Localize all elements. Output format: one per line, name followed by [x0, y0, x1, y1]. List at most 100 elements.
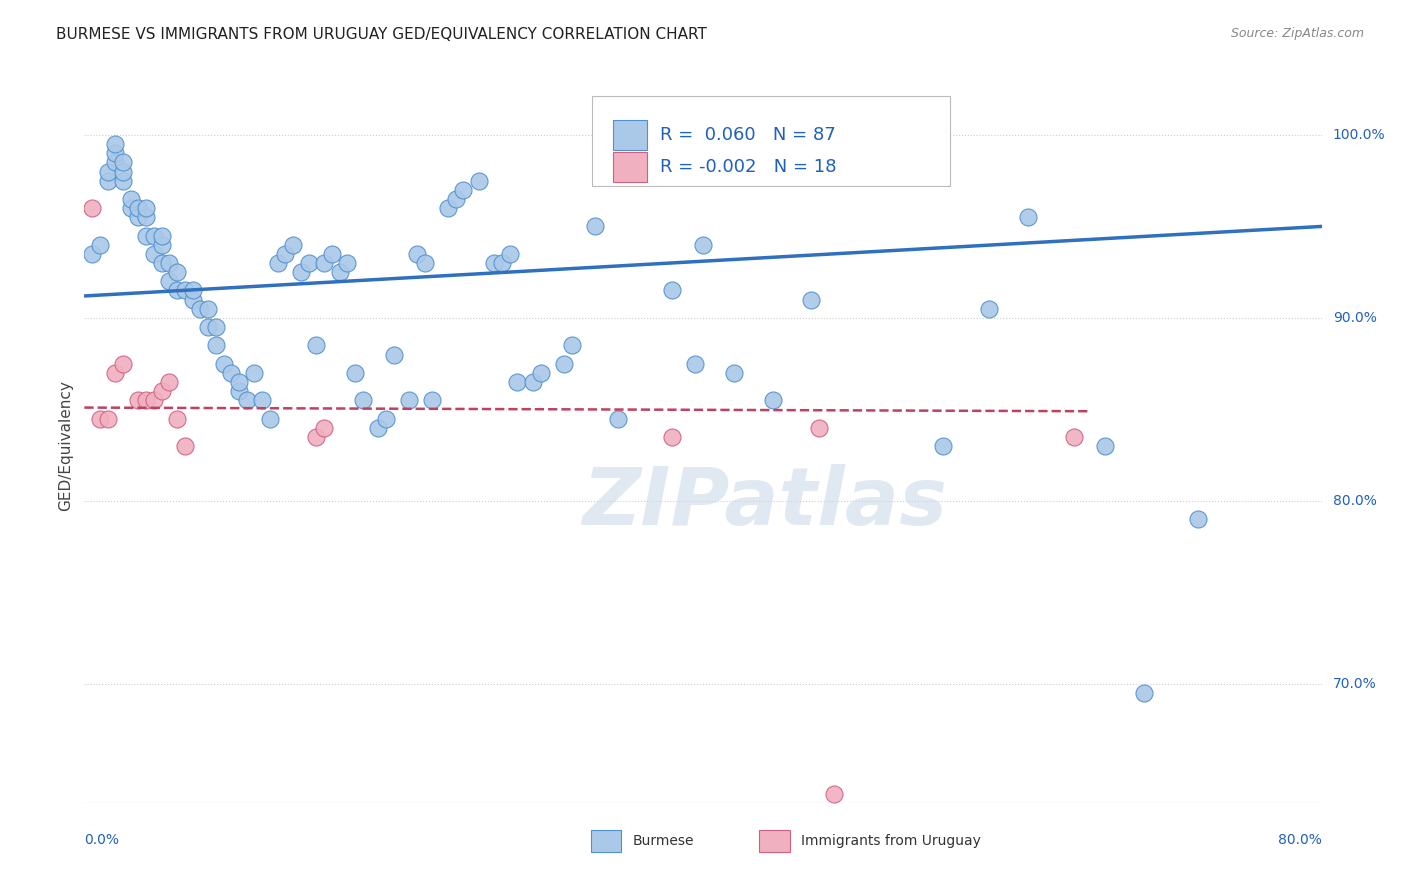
- Point: [413, 256, 436, 270]
- Point: [89, 411, 111, 425]
- Point: [112, 357, 135, 371]
- Text: BURMESE VS IMMIGRANTS FROM URUGUAY GED/EQUIVALENCY CORRELATION CHART: BURMESE VS IMMIGRANTS FROM URUGUAY GED/E…: [56, 27, 707, 42]
- Point: [212, 357, 235, 371]
- Text: 90.0%: 90.0%: [1333, 311, 1376, 325]
- Point: [197, 320, 219, 334]
- Point: [398, 393, 420, 408]
- Point: [499, 247, 522, 261]
- Point: [181, 293, 204, 307]
- Point: [205, 338, 228, 352]
- Point: [228, 375, 250, 389]
- Text: ZIPatlas: ZIPatlas: [582, 464, 948, 542]
- Point: [343, 366, 366, 380]
- Point: [321, 247, 343, 261]
- Point: [1017, 211, 1039, 225]
- Point: [181, 284, 204, 298]
- Point: [484, 256, 506, 270]
- Point: [274, 247, 297, 261]
- Point: [150, 228, 173, 243]
- Point: [405, 247, 427, 261]
- Point: [143, 393, 166, 408]
- Point: [174, 439, 197, 453]
- Point: [1133, 686, 1156, 700]
- Point: [932, 439, 955, 453]
- Text: 80.0%: 80.0%: [1333, 494, 1376, 508]
- Point: [127, 211, 149, 225]
- Point: [89, 237, 111, 252]
- Point: [305, 430, 328, 444]
- Point: [135, 228, 157, 243]
- Point: [1187, 512, 1209, 526]
- Point: [188, 301, 211, 316]
- Text: R =  0.060   N = 87: R = 0.060 N = 87: [659, 126, 835, 145]
- Point: [560, 338, 583, 352]
- Point: [467, 174, 491, 188]
- Point: [267, 256, 290, 270]
- Point: [235, 393, 259, 408]
- Text: Burmese: Burmese: [633, 834, 695, 847]
- Point: [96, 411, 118, 425]
- Point: [143, 228, 166, 243]
- Point: [150, 384, 173, 398]
- Point: [120, 192, 142, 206]
- Point: [522, 375, 544, 389]
- Point: [127, 393, 149, 408]
- Point: [166, 265, 188, 279]
- Point: [104, 366, 127, 380]
- Point: [977, 301, 1000, 316]
- Point: [336, 256, 359, 270]
- Point: [82, 247, 104, 261]
- Point: [491, 256, 513, 270]
- Point: [661, 284, 683, 298]
- Bar: [613, 120, 647, 150]
- Point: [159, 375, 180, 389]
- Point: [120, 201, 142, 215]
- Point: [529, 366, 551, 380]
- Point: [150, 237, 173, 252]
- Point: [243, 366, 266, 380]
- Point: [436, 201, 458, 215]
- Point: [135, 393, 157, 408]
- Point: [444, 192, 467, 206]
- Point: [104, 137, 127, 152]
- Point: [166, 411, 188, 425]
- Text: Source: ZipAtlas.com: Source: ZipAtlas.com: [1230, 27, 1364, 40]
- Text: 70.0%: 70.0%: [1333, 677, 1376, 691]
- Point: [281, 237, 305, 252]
- Point: [135, 201, 157, 215]
- Point: [453, 183, 475, 197]
- Point: [143, 247, 166, 261]
- Point: [112, 155, 135, 169]
- Point: [422, 393, 444, 408]
- Point: [583, 219, 606, 234]
- Text: Immigrants from Uruguay: Immigrants from Uruguay: [801, 834, 981, 847]
- Point: [259, 411, 281, 425]
- Point: [553, 357, 575, 371]
- Point: [367, 420, 389, 434]
- Point: [1063, 430, 1085, 444]
- Point: [174, 284, 197, 298]
- Point: [82, 201, 104, 215]
- Point: [312, 420, 335, 434]
- Text: 80.0%: 80.0%: [1278, 833, 1322, 847]
- Point: [807, 420, 830, 434]
- FancyBboxPatch shape: [592, 96, 950, 186]
- Point: [297, 256, 319, 270]
- Point: [150, 256, 173, 270]
- Point: [205, 320, 228, 334]
- Point: [762, 393, 785, 408]
- Point: [352, 393, 374, 408]
- Point: [250, 393, 273, 408]
- Point: [328, 265, 352, 279]
- Point: [127, 201, 149, 215]
- Point: [166, 284, 188, 298]
- Point: [104, 155, 127, 169]
- Point: [823, 787, 845, 801]
- Point: [661, 430, 683, 444]
- Point: [506, 375, 529, 389]
- Point: [800, 293, 823, 307]
- Point: [382, 347, 405, 361]
- Text: 100.0%: 100.0%: [1333, 128, 1385, 142]
- Bar: [613, 153, 647, 182]
- Point: [228, 384, 250, 398]
